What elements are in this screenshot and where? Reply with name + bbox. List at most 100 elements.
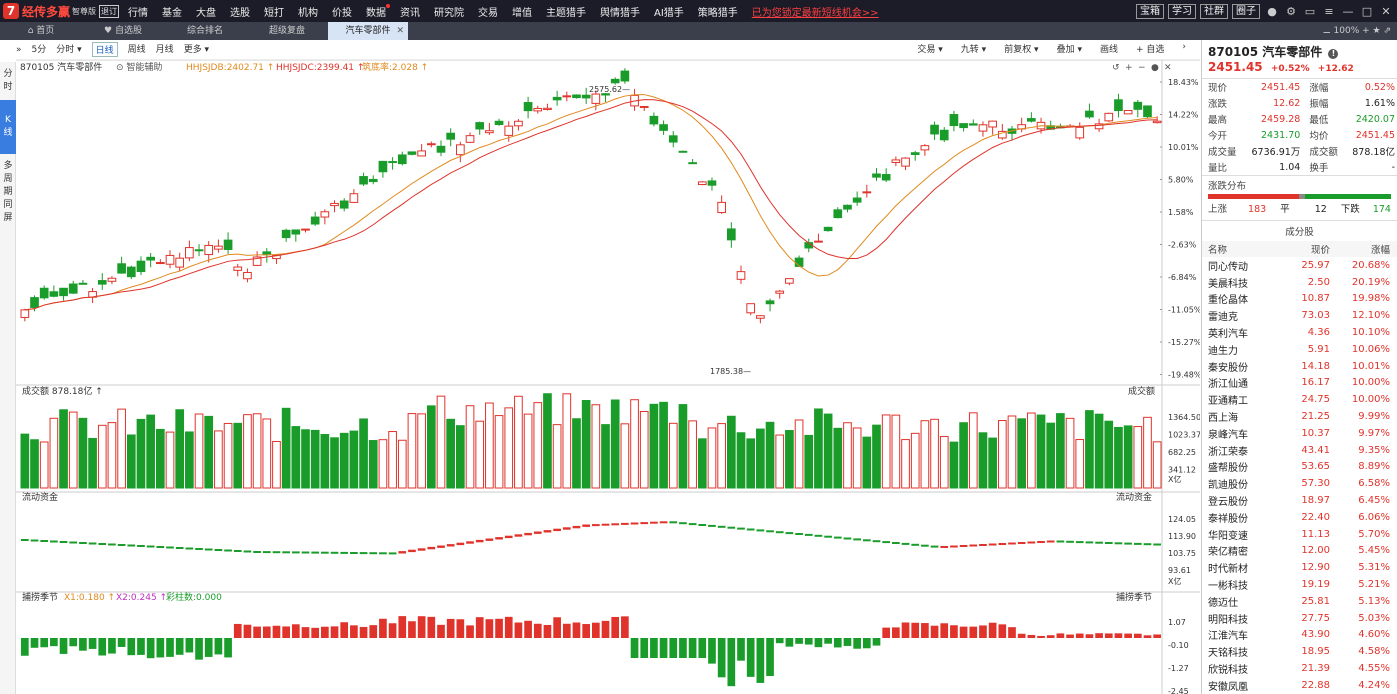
chart-control-icon[interactable]: + [1125, 63, 1133, 73]
list-item[interactable]: 天铭科技 18.95 4.58% [1202, 643, 1397, 660]
expand-panel-icon[interactable]: › [1182, 42, 1186, 52]
window-icon[interactable]: ▭ [1304, 4, 1316, 18]
list-item[interactable]: 西上海 21.25 9.99% [1202, 408, 1397, 425]
menu-item-13[interactable]: 舆情猎手 [600, 7, 640, 19]
menu-item-4[interactable]: 短打 [264, 7, 284, 19]
top-button-0[interactable]: 宝箱 [1136, 3, 1164, 19]
maximize-icon[interactable]: □ [1361, 4, 1373, 18]
list-item[interactable]: 秦安股份 14.18 10.01% [1202, 358, 1397, 375]
toolbar-right-2[interactable]: 前复权 ▾ [1004, 45, 1039, 55]
col-name[interactable]: 名称 [1208, 245, 1228, 256]
list-item[interactable]: 时代新材 12.90 5.31% [1202, 559, 1397, 576]
toolbar-right-3[interactable]: 叠加 ▾ [1056, 45, 1082, 55]
chart-control-icon[interactable]: − [1138, 63, 1146, 73]
tab-3[interactable]: 超级复盘 [246, 22, 328, 40]
close-icon[interactable]: ✕ [1381, 4, 1391, 18]
list-item[interactable]: 登云股份 18.97 6.45% [1202, 492, 1397, 509]
left-tab-0[interactable]: 分时 [3, 69, 13, 92]
list-item[interactable]: 雷迪克 73.03 12.10% [1202, 307, 1397, 324]
user-icon[interactable]: ● [1267, 4, 1277, 18]
list-item[interactable]: 江淮汽车 43.90 4.60% [1202, 627, 1397, 644]
menu-item-9[interactable]: 研究院 [434, 7, 464, 19]
chart-control-icon[interactable]: ↺ [1112, 63, 1120, 73]
top-button-1[interactable]: 学习 [1168, 3, 1196, 19]
assist-toggle[interactable]: ⊙ 智能辅助 [116, 61, 162, 73]
list-item[interactable]: 浙江仙通 16.17 10.00% [1202, 375, 1397, 392]
chart-control-icon[interactable]: ✕ [1164, 63, 1172, 73]
list-item[interactable]: 重伦晶体 10.87 19.98% [1202, 291, 1397, 308]
promo-link[interactable]: 已为您锁定最新短线机会>> [751, 7, 879, 19]
menu-item-14[interactable]: AI猎手 [654, 7, 684, 19]
list-item[interactable]: 英利汽车 4.36 10.10% [1202, 324, 1397, 341]
quote-value: 2459.28 [1261, 113, 1301, 125]
volume-bar [59, 409, 68, 489]
list-item[interactable]: 明阳科技 27.75 5.03% [1202, 610, 1397, 627]
list-item[interactable]: 德迈仕 25.81 5.13% [1202, 593, 1397, 610]
list-item[interactable]: 盛帮股份 53.65 8.89% [1202, 459, 1397, 476]
menu-item-15[interactable]: 策略猎手 [697, 7, 738, 19]
list-item[interactable]: 泰祥股份 22.40 6.06% [1202, 509, 1397, 526]
app-logo[interactable]: 7 经传多赢 智尊版 退订 [0, 0, 128, 22]
menu-item-7[interactable]: 数据 [366, 3, 390, 19]
zoom-level[interactable]: ⚊ 100% + ★ ⇗ [1322, 26, 1391, 36]
tab-1[interactable]: ♥ 自选股 [82, 22, 164, 40]
tab-close-icon[interactable]: ✕ [396, 26, 404, 36]
menu-item-8[interactable]: 资讯 [400, 7, 420, 19]
candle [814, 240, 823, 243]
list-item[interactable]: 安徽凤凰 22.88 4.24% [1202, 677, 1397, 694]
menu-item-5[interactable]: 机构 [298, 7, 318, 19]
list-item[interactable]: 同心传动 25.97 20.68% [1202, 257, 1397, 274]
period-4[interactable]: 月线 [155, 45, 174, 55]
menu-item-1[interactable]: 基金 [162, 7, 182, 19]
minimize-icon[interactable]: — [1342, 4, 1354, 18]
toolbar-right-1[interactable]: 九转 ▾ [960, 45, 987, 55]
gear-icon[interactable]: ⚙ [1286, 4, 1296, 18]
list-item[interactable]: 浙江荣泰 43.41 9.35% [1202, 442, 1397, 459]
period-0[interactable]: 5分 [31, 45, 47, 55]
menu-item-3[interactable]: 选股 [230, 7, 250, 19]
toolbar-right-5[interactable]: + 自选 [1135, 45, 1165, 55]
col-price[interactable]: 现价 [1310, 245, 1330, 256]
list-item[interactable]: 荣亿精密 12.00 5.45% [1202, 543, 1397, 560]
collapse-icon[interactable]: » [16, 44, 22, 55]
period-5[interactable]: 更多 ▾ [183, 45, 210, 55]
period-3[interactable]: 周线 [127, 45, 146, 55]
stock-change: 6.58% [1358, 478, 1390, 490]
menu-item-6[interactable]: 价投 [332, 7, 352, 19]
menu-item-10[interactable]: 交易 [478, 7, 498, 19]
list-item[interactable]: 迪生力 5.91 10.06% [1202, 341, 1397, 358]
period-1[interactable]: 分时 ▾ [56, 45, 82, 55]
toolbar-right-4[interactable]: 画线 [1099, 45, 1118, 55]
list-item[interactable]: 华阳变速 11.13 5.70% [1202, 526, 1397, 543]
tab-0[interactable]: ⌂ 首页 [0, 22, 82, 40]
quote-row: 量比 1.04 换手 - [1202, 159, 1397, 175]
list-item[interactable]: 美晨科技 2.50 20.19% [1202, 274, 1397, 291]
chart-control-icon[interactable]: ● [1151, 63, 1159, 73]
col-change[interactable]: 涨幅 [1370, 245, 1390, 256]
tab-4[interactable]: 汽车零部件 ✕ [328, 22, 408, 40]
menu-icon[interactable]: ≡ [1324, 4, 1334, 18]
kline-chart[interactable]: 870105 汽车零部件 ⊙ 智能辅助 HHJSJDB:2402.71 ↑ HHJSJ… [16, 60, 1200, 694]
list-item[interactable]: 凯迪股份 57.30 6.58% [1202, 475, 1397, 492]
list-item[interactable]: 欣锐科技 21.39 4.55% [1202, 660, 1397, 677]
menu-item-0[interactable]: 行情 [128, 7, 148, 19]
main-title: 870105 汽车零部件 [20, 61, 102, 73]
top-button-2[interactable]: 社群 [1200, 3, 1228, 19]
period-2[interactable]: 日线 [91, 42, 118, 57]
list-item[interactable]: 亚通精工 24.75 10.00% [1202, 391, 1397, 408]
top-button-3[interactable]: 圈子 [1232, 3, 1260, 19]
tab-2[interactable]: 综合排名 [164, 22, 246, 40]
left-tab-2[interactable]: 多周期同屏 [3, 161, 13, 223]
menu-item-12[interactable]: 主题猎手 [546, 7, 586, 19]
menu-item-11[interactable]: 增值 [512, 7, 532, 19]
menu-item-2[interactable]: 大盘 [196, 7, 216, 19]
list-item[interactable]: 泉峰汽车 10.37 9.97% [1202, 425, 1397, 442]
toolbar-right-0[interactable]: 交易 ▾ [917, 45, 943, 55]
list-item[interactable]: 一彬科技 19.19 5.21% [1202, 576, 1397, 593]
info-icon[interactable]: ! [1328, 49, 1339, 59]
season-x2: X2:0.245 ↑ [116, 593, 167, 603]
flow-axis-label: 103.75 [1168, 549, 1196, 558]
version-badge[interactable]: 退订 [99, 4, 120, 18]
